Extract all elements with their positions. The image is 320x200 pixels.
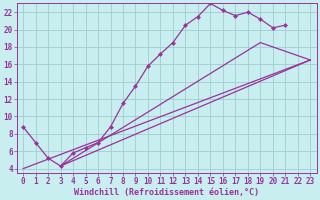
X-axis label: Windchill (Refroidissement éolien,°C): Windchill (Refroidissement éolien,°C) (74, 188, 259, 197)
